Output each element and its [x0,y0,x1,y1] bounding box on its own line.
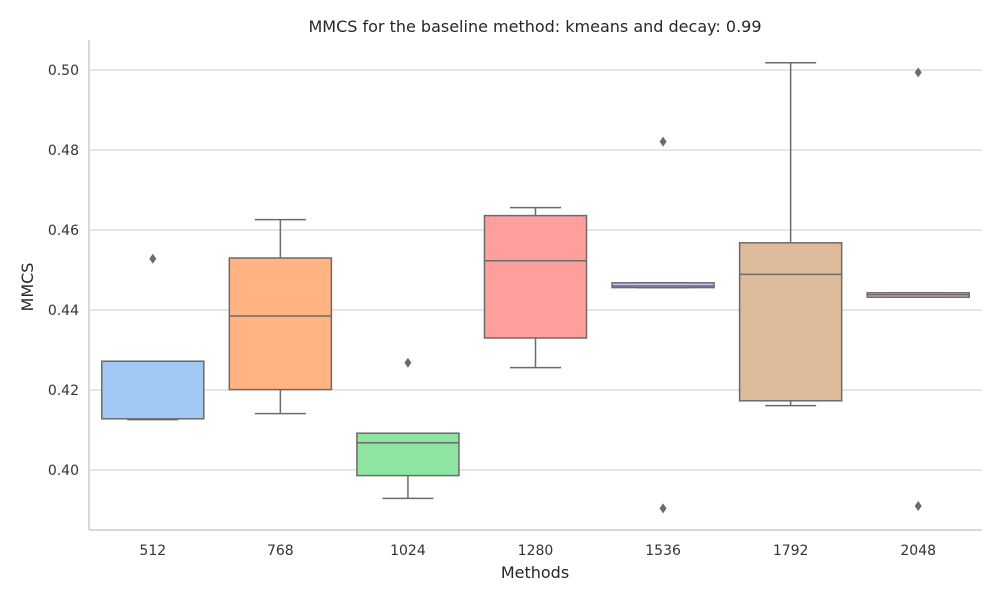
y-tick-label: 0.44 [48,303,79,319]
x-tick-label: 1536 [645,543,681,559]
x-tick-label: 2048 [900,543,936,559]
y-tick-labels: 0.40 0.42 0.44 0.46 0.48 0.50 [48,63,79,479]
box-512 [101,253,205,421]
x-tick-label: 768 [267,543,294,559]
x-tick-label: 1792 [773,543,809,559]
box-1536 [611,136,715,514]
y-tick-label: 0.42 [48,383,79,399]
x-axis-title: Methods [501,563,569,582]
outlier-point [404,357,412,368]
outlier-point [659,136,667,147]
y-tick-label: 0.46 [48,223,79,239]
box-768 [228,218,333,415]
outlier-point [659,503,667,514]
y-tick-label: 0.50 [48,63,79,79]
x-tick-label: 512 [139,543,166,559]
y-tick-label: 0.48 [48,143,79,159]
box-series [101,62,970,514]
box-body [738,242,843,402]
box-1792 [738,62,843,407]
y-tick-label: 0.40 [48,463,79,479]
outlier-point [914,67,922,78]
x-tick-label: 1024 [390,543,426,559]
box-body [611,282,715,289]
box-body [101,360,205,420]
box-1024 [356,357,460,500]
box-body [228,257,333,391]
x-tick-label: 1280 [518,543,554,559]
box-1280 [483,206,588,369]
x-tick-labels: 512 768 1024 1280 1536 1792 2048 [139,543,936,559]
box-2048 [866,67,970,511]
box-body [356,432,460,477]
outlier-point [149,253,157,264]
box-body [483,214,588,339]
chart-title: MMCS for the baseline method: kmeans and… [308,17,761,36]
axes [88,40,982,531]
y-axis-title: MMCS [18,263,37,312]
outlier-point [914,501,922,511]
